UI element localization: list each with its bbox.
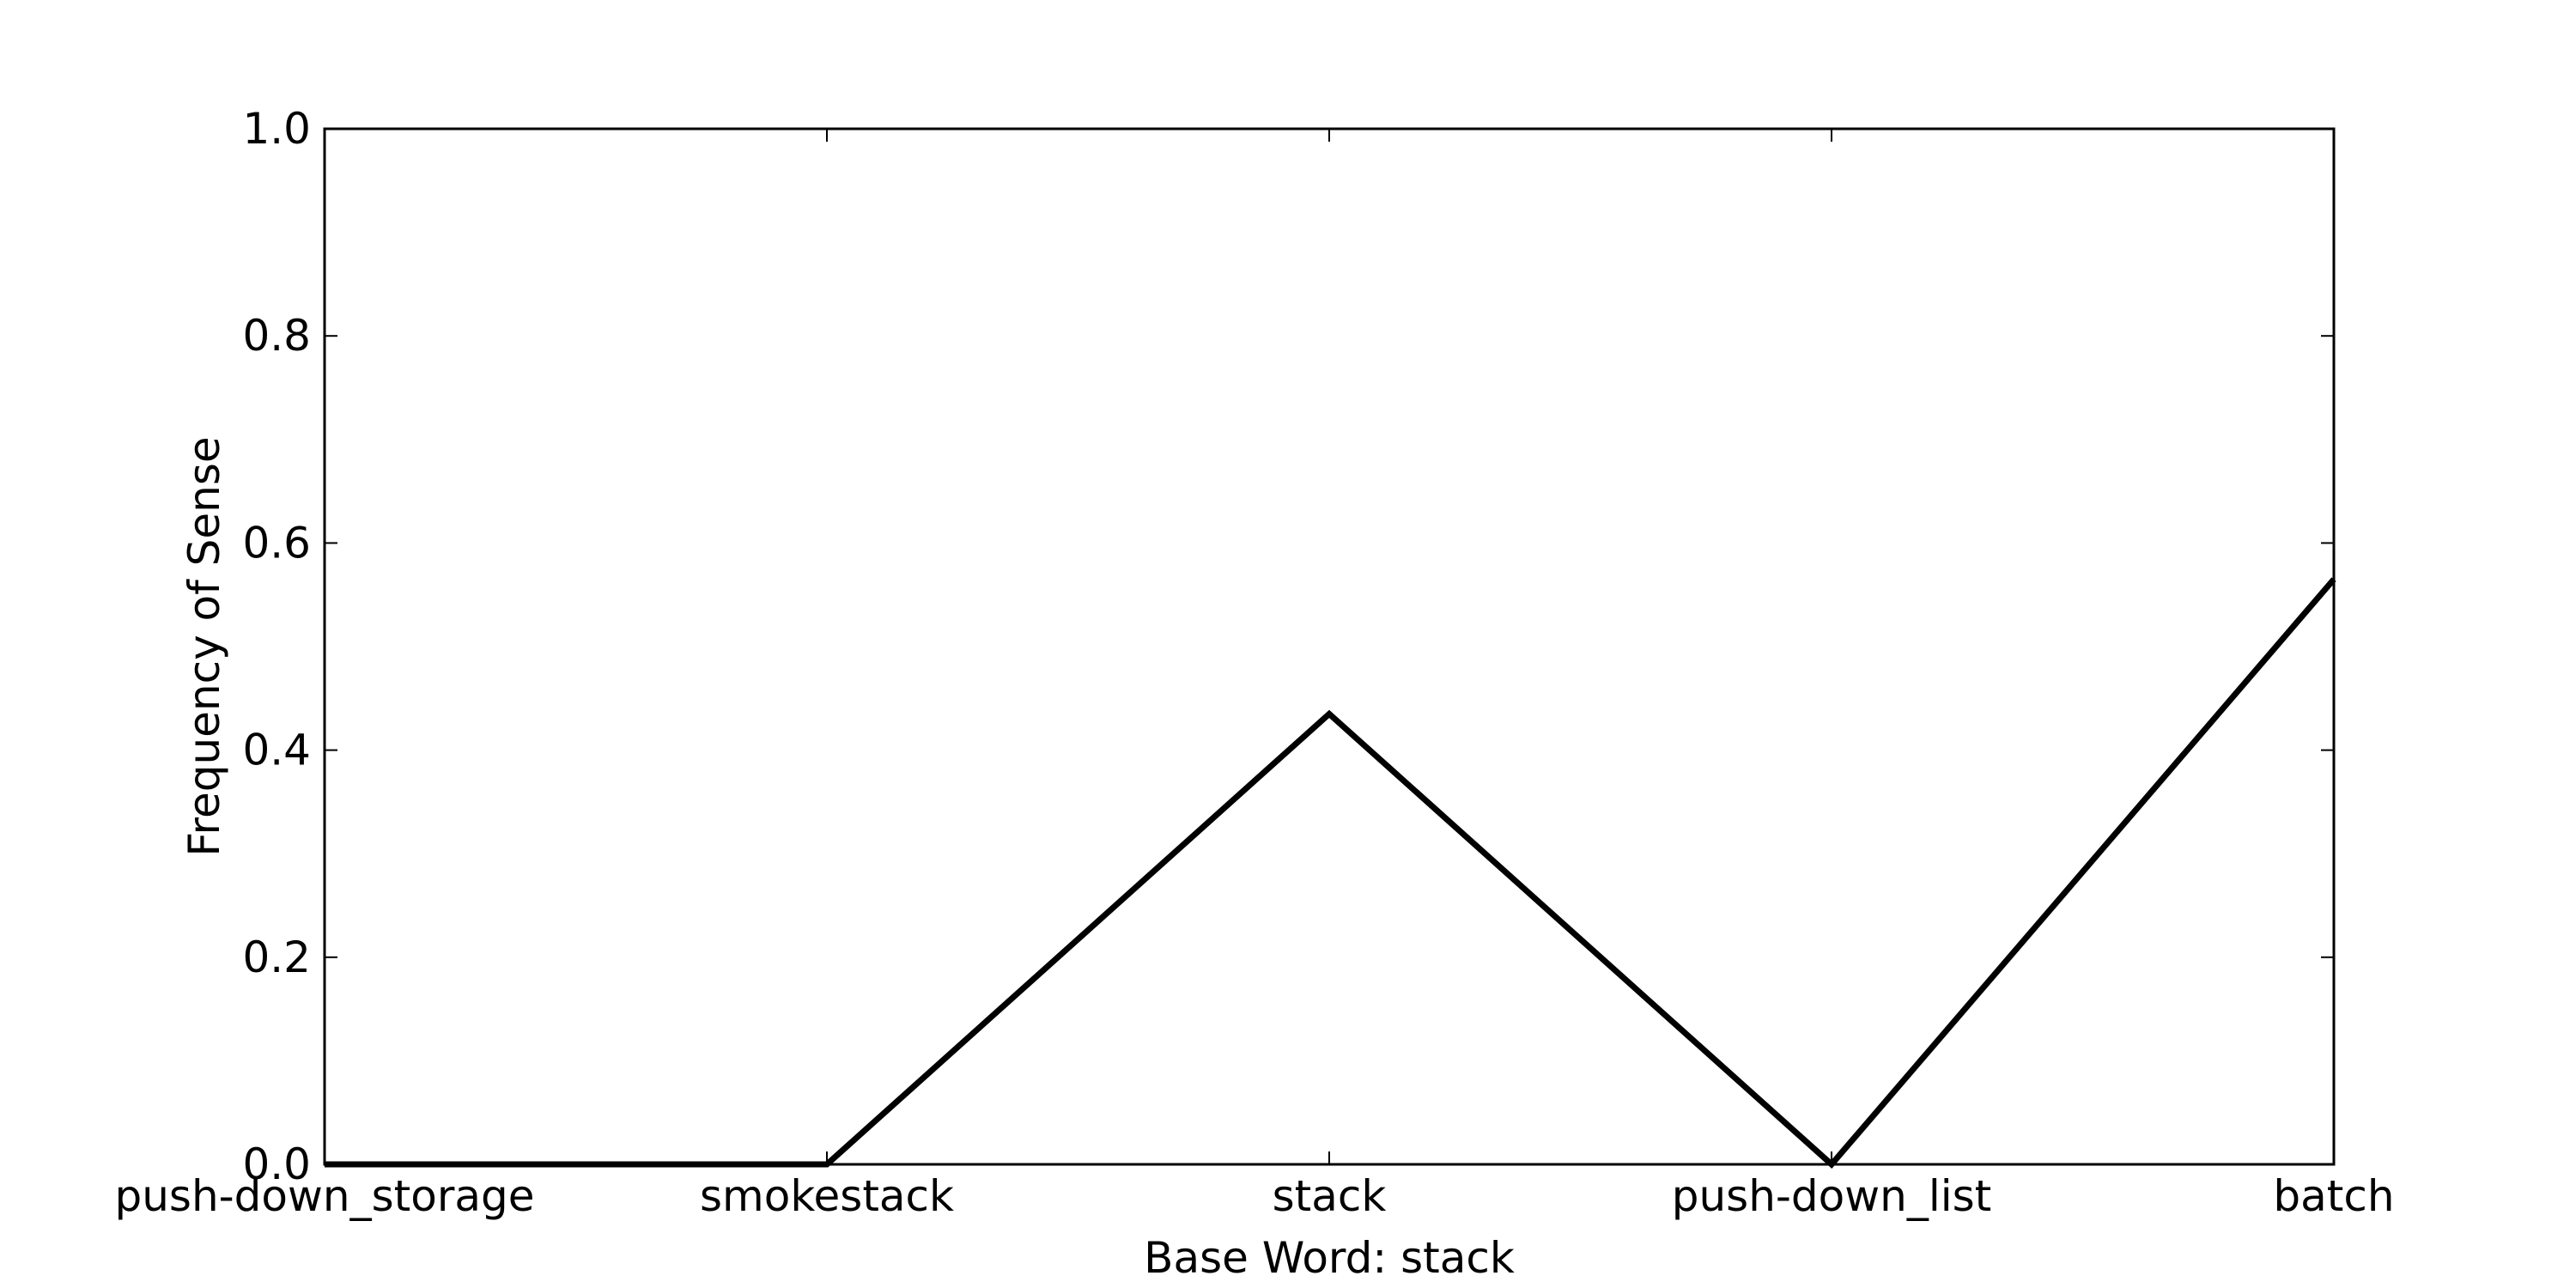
y-tick-label: 0.6	[242, 518, 311, 568]
x-tick-label: stack	[1273, 1171, 1387, 1221]
x-tick-label: batch	[2273, 1171, 2394, 1221]
tick-labels: 0.0 0.2 0.4 0.6 0.8 1.0 push-down_storage smoke…	[114, 104, 2394, 1221]
y-tick-label: 0.8	[242, 311, 311, 361]
x-tick-label: smokestack	[700, 1171, 954, 1221]
y-tick-label: 0.2	[242, 933, 311, 982]
y-tick-label: 1.0	[242, 104, 311, 154]
x-tick-label: push-down_list	[1672, 1171, 1992, 1221]
x-axis-label: Base Word: stack	[1144, 1233, 1515, 1283]
plot-frame	[323, 127, 2336, 1166]
x-tick-label: push-down_storage	[114, 1171, 534, 1221]
y-tick-label: 0.4	[242, 726, 311, 775]
y-tick-label: 0.0	[242, 1139, 311, 1189]
plot-area	[325, 129, 2334, 1164]
y-axis-label: Frequency of Sense	[179, 436, 229, 856]
